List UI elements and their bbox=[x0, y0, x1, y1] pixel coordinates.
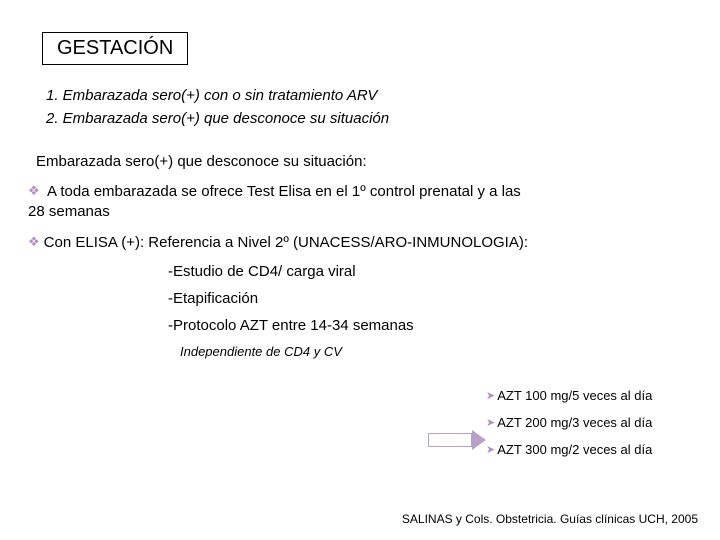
sub-item-1: -Estudio de CD4/ carga viral bbox=[168, 263, 692, 280]
azt-1-text: AZT 100 mg/5 veces al día bbox=[497, 388, 652, 403]
azt-item-1: ➤AZT 100 mg/5 veces al día bbox=[486, 388, 698, 403]
sub-list: -Estudio de CD4/ carga viral -Etapificac… bbox=[168, 263, 692, 359]
bullet-1-text-b: 28 semanas bbox=[28, 203, 110, 220]
scenario-1: 1. Embarazada sero(+) con o sin tratamie… bbox=[46, 87, 692, 104]
sub-item-note: Independiente de CD4 y CV bbox=[180, 344, 692, 359]
azt-item-2: ➤AZT 200 mg/3 veces al día bbox=[486, 415, 698, 430]
scenario-2: 2. Embarazada sero(+) que desconoce su s… bbox=[46, 110, 692, 127]
bullet-2-text: Con ELISA (+): Referencia a Nivel 2º (UN… bbox=[44, 234, 528, 251]
sub-item-2: -Etapificación bbox=[168, 290, 692, 307]
arrow-shaft bbox=[428, 433, 472, 447]
azt-item-3: ➤AZT 300 mg/2 veces al día bbox=[486, 442, 698, 457]
triangle-icon: ➤ bbox=[486, 389, 495, 402]
subheading: Embarazada sero(+) que desconoce su situ… bbox=[36, 153, 692, 170]
arrow-head bbox=[472, 430, 486, 450]
diamond-icon: ❖ bbox=[28, 182, 40, 200]
bullet-1-text-a: A toda embarazada se ofrece Test Elisa e… bbox=[44, 183, 521, 200]
diamond-icon: ❖ bbox=[28, 233, 40, 251]
section-title: GESTACIÓN bbox=[57, 37, 173, 59]
azt-2-text: AZT 200 mg/3 veces al día bbox=[497, 415, 652, 430]
bullet-1: ❖ A toda embarazada se ofrece Test Elisa… bbox=[28, 182, 692, 223]
triangle-icon: ➤ bbox=[486, 443, 495, 456]
bullet-2: ❖Con ELISA (+): Referencia a Nivel 2º (U… bbox=[28, 233, 692, 253]
azt-protocol-list: ➤AZT 100 mg/5 veces al día ➤AZT 200 mg/3… bbox=[486, 388, 698, 469]
citation: SALINAS y Cols. Obstetricia. Guías clíni… bbox=[402, 512, 698, 526]
arrow-icon bbox=[428, 428, 486, 452]
slide: GESTACIÓN 1. Embarazada sero(+) con o si… bbox=[0, 0, 720, 540]
triangle-icon: ➤ bbox=[486, 416, 495, 429]
azt-3-text: AZT 300 mg/2 veces al día bbox=[497, 442, 652, 457]
sub-item-3: -Protocolo AZT entre 14-34 semanas bbox=[168, 317, 692, 334]
section-title-box: GESTACIÓN bbox=[42, 32, 188, 65]
